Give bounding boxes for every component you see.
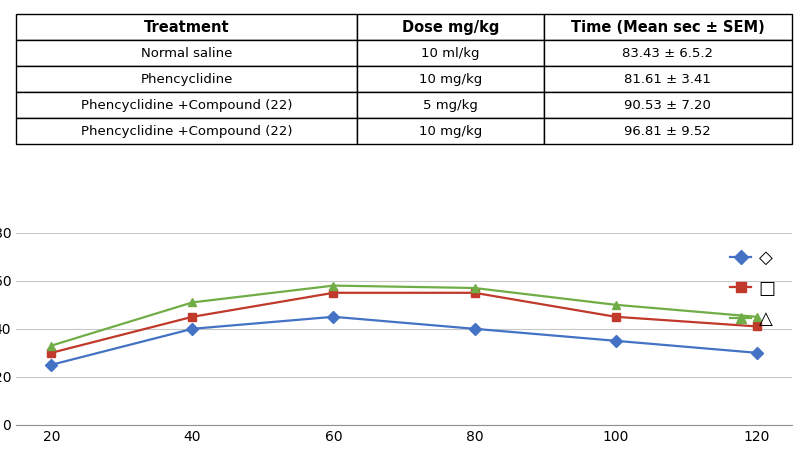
Bar — [16, 66, 357, 92]
Text: 5 mg/kg: 5 mg/kg — [423, 99, 478, 112]
Bar — [544, 118, 792, 144]
Text: 10 mg/kg: 10 mg/kg — [419, 73, 482, 86]
△ — [187, 300, 197, 305]
Text: Time (Mean sec ± SEM): Time (Mean sec ± SEM) — [571, 20, 764, 34]
Bar — [16, 40, 357, 66]
Line: ◇: ◇ — [47, 312, 761, 369]
△ — [469, 285, 479, 291]
Text: 81.61 ± 3.41: 81.61 ± 3.41 — [625, 73, 711, 86]
△ — [611, 302, 621, 308]
Text: Phencyclidine +Compound (22): Phencyclidine +Compound (22) — [81, 125, 292, 138]
Bar — [357, 92, 544, 118]
Text: Dose mg/kg: Dose mg/kg — [402, 20, 499, 34]
Line: △: △ — [47, 281, 761, 350]
□ — [329, 290, 339, 295]
Bar — [357, 14, 544, 40]
◇ — [469, 326, 479, 332]
◇ — [47, 362, 57, 368]
Text: Phencyclidine +Compound (22): Phencyclidine +Compound (22) — [81, 99, 292, 112]
◇ — [329, 314, 339, 320]
◇ — [751, 350, 761, 355]
Bar — [16, 14, 357, 40]
Text: 10 ml/kg: 10 ml/kg — [421, 47, 480, 59]
Text: Phencyclidine: Phencyclidine — [141, 73, 233, 86]
Line: □: □ — [47, 289, 761, 357]
□ — [47, 350, 57, 355]
Text: Treatment: Treatment — [144, 20, 229, 34]
Bar — [357, 66, 544, 92]
□ — [187, 314, 197, 320]
Text: 90.53 ± 7.20: 90.53 ± 7.20 — [625, 99, 711, 112]
Legend: ◇, □, △: ◇, □, △ — [722, 242, 783, 336]
Bar — [16, 118, 357, 144]
Bar — [357, 40, 544, 66]
□ — [469, 290, 479, 295]
◇ — [187, 326, 197, 332]
Bar — [357, 118, 544, 144]
◇ — [611, 338, 621, 344]
△ — [329, 283, 339, 288]
Text: Normal saline: Normal saline — [141, 47, 233, 59]
Text: 10 mg/kg: 10 mg/kg — [419, 125, 482, 138]
Bar — [544, 14, 792, 40]
Bar — [16, 92, 357, 118]
△ — [47, 343, 57, 348]
□ — [751, 324, 761, 329]
△ — [751, 314, 761, 320]
Text: 96.81 ± 9.52: 96.81 ± 9.52 — [625, 125, 711, 138]
Bar — [544, 40, 792, 66]
Bar — [544, 66, 792, 92]
Bar — [544, 92, 792, 118]
Text: 83.43 ± 6.5.2: 83.43 ± 6.5.2 — [622, 47, 713, 59]
□ — [611, 314, 621, 320]
